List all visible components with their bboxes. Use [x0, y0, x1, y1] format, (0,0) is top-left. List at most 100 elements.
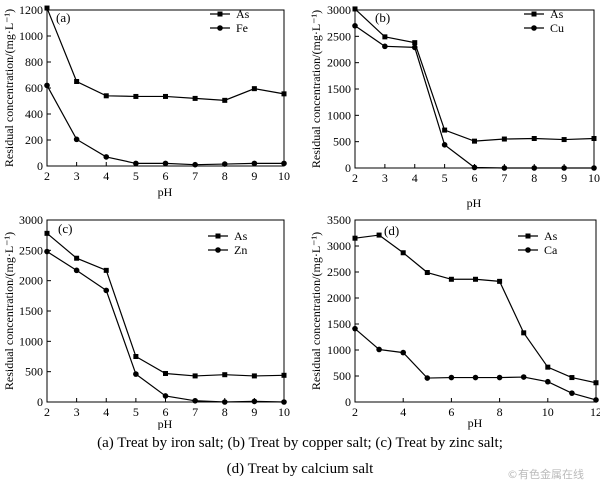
- x-tick-label: 3: [74, 405, 80, 419]
- legend-marker: [215, 247, 221, 253]
- data-point-as: [448, 276, 454, 282]
- data-point-fe: [162, 160, 169, 167]
- data-point-as: [352, 235, 358, 241]
- data-point-ca: [352, 325, 358, 332]
- data-point-as: [44, 5, 50, 11]
- y-tick-label: 3000: [19, 213, 43, 227]
- x-tick-label: 2: [44, 405, 50, 419]
- x-tick-label: 4: [103, 405, 109, 419]
- data-point-cu: [531, 165, 538, 171]
- y-tick-label: 500: [333, 369, 351, 383]
- data-point-cu: [471, 164, 478, 171]
- legend-marker: [217, 25, 223, 31]
- x-axis-label: pH: [468, 416, 483, 430]
- data-point-fe: [133, 160, 139, 167]
- data-point-fe: [221, 161, 228, 167]
- x-tick-label: 9: [251, 169, 257, 183]
- legend-label-as: As: [234, 229, 248, 243]
- y-tick-label: 500: [25, 365, 43, 379]
- data-point-as: [591, 136, 597, 142]
- axis-ticks: 2 4 6 8 10 12 0 500 1000 1500 2000 2500 3000 3500: [327, 213, 600, 419]
- x-tick-label: 7: [192, 169, 198, 183]
- plot-frame: [354, 219, 597, 403]
- x-tick-label: 4: [412, 171, 418, 185]
- data-point-as: [473, 276, 478, 282]
- panel-d: (d) Residual concentration/(mg·L⁻¹) pH 2…: [309, 213, 600, 430]
- data-point-fe: [103, 154, 110, 160]
- data-point-ca: [376, 346, 382, 353]
- y-tick-label: 500: [333, 135, 351, 149]
- series-line-as: [46, 7, 285, 101]
- series-line-as: [46, 232, 285, 377]
- data-point-as: [251, 373, 257, 379]
- x-tick-label: 9: [251, 405, 257, 419]
- legend-label-ca: Ca: [544, 243, 558, 257]
- data-point-cu: [411, 44, 418, 51]
- x-tick-label: 5: [442, 171, 448, 185]
- data-point-as: [412, 40, 418, 46]
- legend-marker: [531, 25, 537, 31]
- data-point-as: [163, 93, 168, 99]
- series-layer: [44, 230, 287, 405]
- x-tick-label: 6: [472, 171, 478, 185]
- data-point-ca: [496, 374, 503, 381]
- x-tick-label: 7: [192, 405, 198, 419]
- data-point-as: [382, 34, 388, 40]
- x-tick-label: 4: [103, 169, 109, 183]
- x-tick-label: 3: [74, 169, 80, 183]
- x-tick-label: 8: [222, 405, 228, 419]
- y-axis-label: Residual concentration/(mg·L⁻¹): [309, 10, 323, 168]
- data-point-as: [521, 330, 527, 336]
- x-axis-label: pH: [158, 417, 173, 430]
- data-point-cu: [561, 165, 567, 171]
- x-tick-label: 8: [497, 405, 503, 419]
- series-layer: [352, 6, 597, 171]
- data-point-zn: [192, 397, 198, 404]
- data-point-as: [545, 364, 551, 370]
- y-axis-label: Residual concentration/(mg·L⁻¹): [309, 232, 323, 390]
- series-line-as: [354, 234, 597, 384]
- x-tick-label: 2: [44, 169, 50, 183]
- legend-label-fe: Fe: [236, 21, 248, 35]
- y-tick-label: 0: [37, 159, 43, 173]
- legend-marker: [531, 11, 537, 17]
- data-point-zn: [251, 398, 258, 405]
- series-line-ca: [354, 328, 597, 401]
- data-point-zn: [221, 399, 228, 405]
- data-point-zn: [103, 287, 110, 294]
- series-line-cu: [354, 25, 594, 169]
- data-point-as: [103, 267, 109, 273]
- figure-canvas: (a) Residual concentration/(mg·L⁻¹) pH 2…: [2, 3, 600, 430]
- data-point-ca: [424, 375, 431, 381]
- data-point-as: [501, 136, 507, 142]
- y-tick-label: 0: [37, 395, 43, 409]
- data-point-ca: [545, 378, 551, 385]
- data-point-as: [163, 370, 168, 376]
- y-tick-label: 600: [25, 81, 43, 95]
- data-point-as: [222, 97, 228, 103]
- y-tick-label: 3000: [327, 3, 351, 17]
- panel-label: (d): [384, 223, 399, 238]
- x-tick-label: 2: [352, 405, 358, 419]
- data-point-ca: [448, 374, 455, 381]
- y-tick-label: 800: [25, 55, 43, 69]
- series-line-zn: [46, 251, 285, 403]
- x-tick-label: 10: [588, 171, 600, 185]
- y-tick-label: 400: [25, 107, 43, 121]
- data-point-ca: [472, 374, 479, 381]
- data-point-cu: [382, 43, 388, 50]
- y-tick-label: 3500: [327, 213, 351, 227]
- legend-marker: [217, 11, 223, 17]
- y-tick-label: 2500: [19, 243, 43, 257]
- legend-label-as: As: [236, 7, 250, 21]
- y-tick-label: 2500: [327, 265, 351, 279]
- data-point-as: [222, 372, 228, 378]
- data-point-as: [424, 270, 430, 276]
- legend-marker: [525, 247, 531, 253]
- data-point-fe: [251, 160, 258, 167]
- legend-marker: [525, 233, 531, 239]
- x-tick-label: 6: [163, 405, 169, 419]
- data-point-fe: [281, 160, 287, 167]
